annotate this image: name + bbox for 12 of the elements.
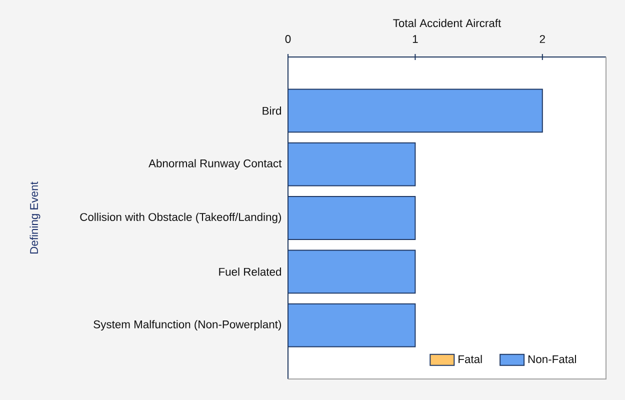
- y-axis-title: Defining Event: [30, 182, 40, 254]
- legend-label: Fatal: [458, 354, 482, 364]
- legend-label: Non-Fatal: [528, 354, 576, 364]
- x-tick-label: 1: [412, 35, 418, 43]
- x-tick-label: 0: [285, 35, 291, 43]
- y-tick-label: System Malfunction (Non-Powerplant): [94, 320, 281, 331]
- y-tick-label: Collision with Obstacle (Takeoff/Landing): [80, 212, 282, 224]
- y-tick-label: Abnormal Runway Contact: [148, 159, 282, 170]
- x-axis-title: Total Accident Aircraft: [393, 18, 502, 28]
- x-tick-label: 2: [540, 35, 545, 43]
- y-tick-label: Bird: [262, 106, 282, 115]
- y-tick-label: Fuel Related: [219, 268, 282, 276]
